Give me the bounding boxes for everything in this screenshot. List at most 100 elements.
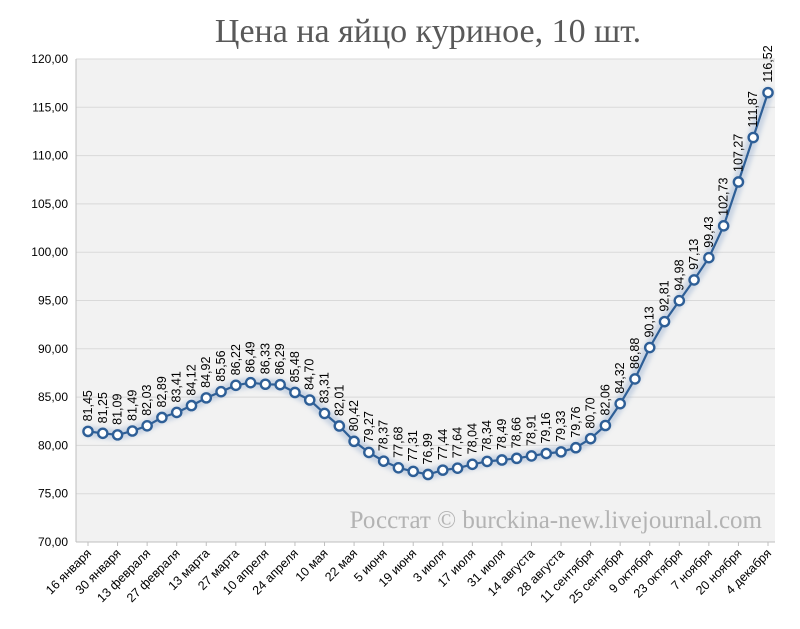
watermark: Росстат © burckina-new.livejournal.com (350, 507, 763, 534)
price-series (82, 86, 774, 481)
data-point (363, 446, 375, 459)
data-point (185, 399, 198, 412)
data-label: 84,12 (184, 364, 198, 395)
data-point (96, 427, 109, 440)
data-label: 90,13 (643, 306, 657, 337)
data-label: 80,42 (347, 400, 361, 431)
data-label: 82,89 (155, 376, 169, 407)
data-point (170, 406, 183, 419)
data-label: 116,52 (761, 45, 775, 82)
data-label: 111,87 (746, 91, 760, 127)
data-point (259, 378, 272, 391)
data-point (126, 425, 139, 437)
data-label: 81,45 (81, 390, 95, 421)
data-label: 94,98 (672, 259, 686, 290)
data-label: 78,49 (495, 419, 509, 450)
data-point (688, 274, 700, 286)
data-point (481, 455, 493, 468)
data-label: 77,64 (451, 427, 465, 458)
data-label: 80,70 (584, 397, 598, 428)
data-label: 85,56 (214, 350, 228, 381)
data-labels: 81,45 81,25 81,09 81,49 82,03 82,89 83,41 84,12… (81, 45, 775, 464)
data-label: 84,32 (613, 362, 627, 393)
y-tick-label: 100,00 (31, 245, 68, 259)
data-point (333, 420, 346, 432)
y-tick-label: 80,00 (38, 438, 68, 452)
data-label: 82,06 (598, 384, 612, 415)
data-label: 79,76 (569, 406, 583, 437)
y-axis: 70,00 75,00 80,00 85,00 90,00 95,00 100,00 105,… (31, 52, 77, 549)
data-point (289, 386, 301, 399)
data-point (422, 468, 434, 481)
data-point (717, 220, 730, 232)
data-label: 79,27 (362, 411, 376, 442)
data-label: 107,27 (731, 134, 745, 172)
data-point (348, 435, 360, 448)
data-label: 83,41 (170, 371, 184, 402)
data-point (703, 251, 715, 264)
data-label: 86,33 (258, 343, 272, 374)
data-label: 77,68 (391, 426, 405, 457)
data-label: 82,01 (332, 385, 346, 416)
data-point (274, 378, 286, 391)
y-tick-label: 85,00 (38, 390, 68, 404)
data-label: 92,81 (658, 280, 672, 311)
data-point (436, 464, 449, 476)
y-tick-label: 120,00 (31, 52, 68, 66)
data-point (303, 394, 316, 406)
data-point (570, 441, 582, 454)
y-tick-label: 70,00 (38, 535, 68, 549)
data-label: 78,34 (480, 420, 494, 451)
data-point (747, 131, 760, 144)
data-point (200, 392, 213, 404)
data-point (762, 86, 774, 99)
data-label: 78,91 (524, 415, 538, 446)
data-label: 86,29 (273, 343, 287, 374)
y-tick-label: 115,00 (32, 100, 68, 114)
data-point (599, 419, 612, 432)
data-label: 78,66 (510, 417, 524, 448)
data-point (377, 455, 390, 467)
data-point (658, 315, 671, 328)
data-label: 83,31 (318, 372, 332, 403)
y-tick-label: 95,00 (38, 294, 68, 308)
data-point (466, 458, 479, 471)
data-label: 76,99 (421, 433, 435, 464)
data-label: 84,92 (199, 357, 213, 388)
data-label: 99,43 (702, 216, 716, 247)
data-label: 81,09 (111, 394, 125, 425)
data-point (392, 462, 405, 474)
data-point (318, 407, 331, 420)
data-point (614, 397, 626, 410)
y-tick-label: 90,00 (38, 342, 68, 356)
data-point (643, 341, 656, 354)
data-point (407, 465, 420, 478)
data-point (540, 447, 553, 460)
data-label: 81,25 (96, 392, 110, 423)
data-label: 79,16 (539, 412, 553, 443)
data-label: 78,04 (465, 423, 479, 454)
data-label: 86,88 (628, 338, 642, 369)
data-point (629, 373, 641, 385)
x-tick-label: 10 мая (293, 546, 331, 584)
data-point (156, 411, 168, 424)
data-point (510, 452, 523, 465)
chart-title: Цена на яйцо куриное, 10 шт. (215, 13, 641, 50)
y-tick-label: 75,00 (38, 487, 68, 501)
data-label: 82,03 (140, 384, 154, 415)
y-tick-label: 110,00 (32, 149, 68, 163)
y-tick-label: 105,00 (31, 197, 68, 211)
data-label: 81,49 (125, 390, 139, 421)
data-point (584, 432, 597, 445)
data-point (673, 294, 686, 307)
data-point (215, 385, 227, 398)
data-label: 85,48 (288, 351, 302, 382)
data-label: 79,33 (554, 411, 568, 442)
data-label: 102,73 (717, 178, 731, 216)
data-point (244, 376, 257, 389)
data-point (496, 454, 508, 466)
data-label: 86,49 (244, 341, 258, 372)
data-point (525, 450, 538, 462)
